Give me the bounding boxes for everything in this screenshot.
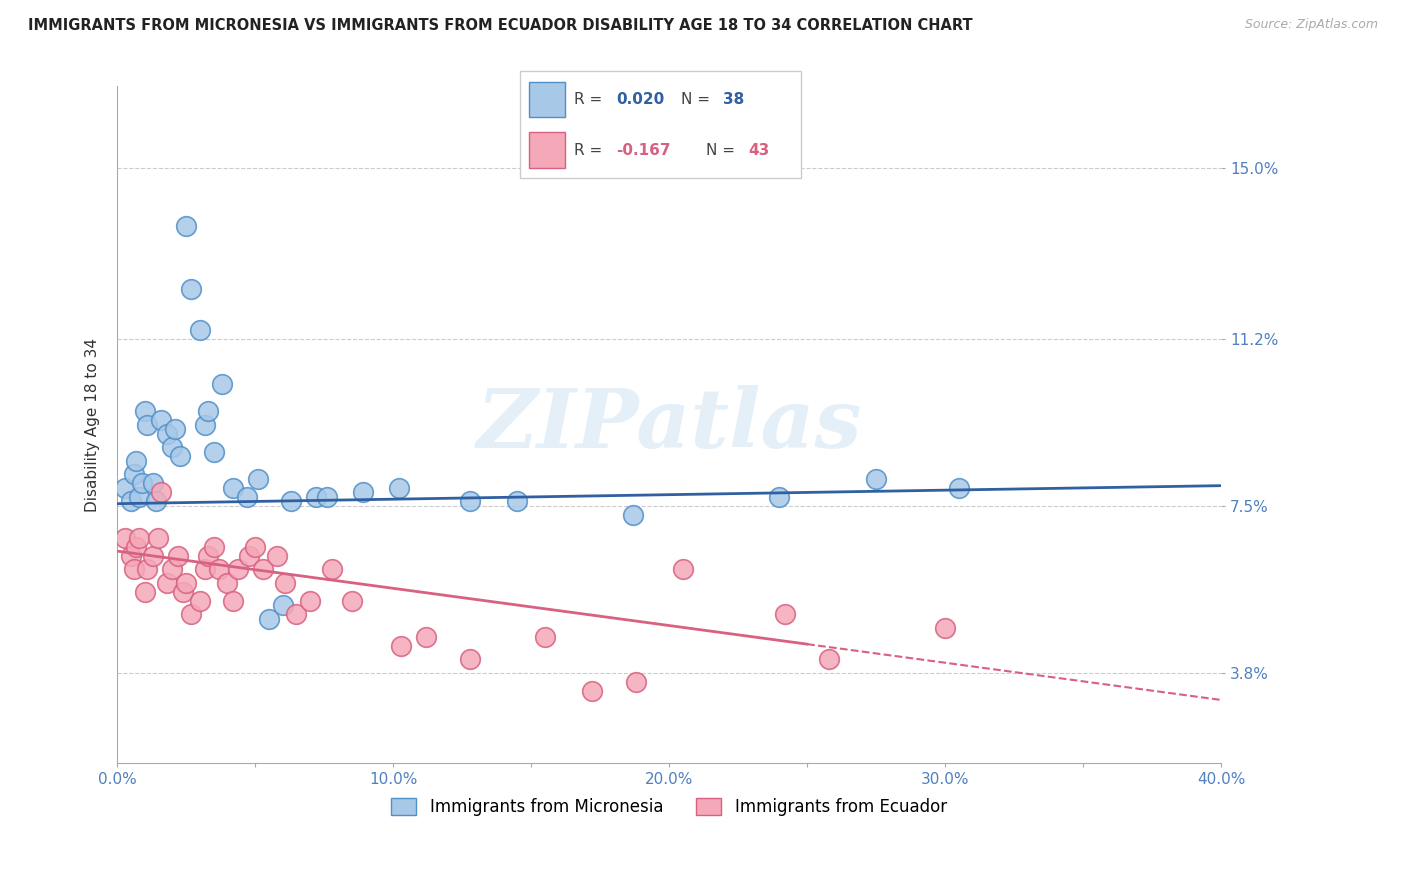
Point — [389, 639, 412, 653]
Point — [197, 549, 219, 563]
Point — [773, 607, 796, 622]
Point — [865, 472, 887, 486]
Point — [174, 575, 197, 590]
Point — [581, 684, 603, 698]
Point — [534, 630, 557, 644]
Point — [120, 549, 142, 563]
Point — [246, 472, 269, 486]
Point — [458, 652, 481, 666]
Point — [285, 607, 308, 622]
Point — [387, 481, 409, 495]
Point — [238, 549, 260, 563]
Point — [257, 612, 280, 626]
Y-axis label: Disability Age 18 to 34: Disability Age 18 to 34 — [86, 338, 100, 512]
Point — [160, 440, 183, 454]
Point — [202, 445, 225, 459]
Text: N =: N = — [681, 92, 714, 107]
Point — [114, 481, 136, 495]
Point — [150, 413, 173, 427]
Point — [252, 562, 274, 576]
Point — [125, 540, 148, 554]
Point — [321, 562, 343, 576]
Point — [156, 426, 179, 441]
Point — [142, 549, 165, 563]
Point — [274, 575, 297, 590]
Point — [235, 490, 257, 504]
Point — [194, 562, 217, 576]
Point — [114, 531, 136, 545]
Point — [934, 621, 956, 635]
Point — [145, 494, 167, 508]
Point — [299, 593, 322, 607]
Point — [122, 467, 145, 482]
Point — [458, 494, 481, 508]
Point — [672, 562, 695, 576]
Legend: Immigrants from Micronesia, Immigrants from Ecuador: Immigrants from Micronesia, Immigrants f… — [385, 791, 953, 822]
Point — [148, 531, 170, 545]
Point — [948, 481, 970, 495]
Point — [194, 417, 217, 432]
Point — [280, 494, 302, 508]
Point — [222, 593, 245, 607]
Point — [228, 562, 250, 576]
Point — [818, 652, 841, 666]
Bar — [529, 82, 565, 118]
Point — [150, 485, 173, 500]
Point — [340, 593, 363, 607]
Point — [128, 531, 150, 545]
Text: R =: R = — [574, 143, 607, 158]
Bar — [529, 132, 565, 168]
Point — [211, 377, 233, 392]
Text: 43: 43 — [748, 143, 769, 158]
Point — [136, 417, 159, 432]
Point — [160, 562, 183, 576]
Point — [352, 485, 374, 500]
Point — [122, 562, 145, 576]
Point — [125, 454, 148, 468]
Point — [142, 476, 165, 491]
Point — [120, 494, 142, 508]
Point — [208, 562, 231, 576]
Point — [163, 422, 186, 436]
Text: N =: N = — [706, 143, 740, 158]
Point — [222, 481, 245, 495]
Text: R =: R = — [574, 92, 607, 107]
Point — [271, 598, 294, 612]
FancyBboxPatch shape — [520, 71, 801, 178]
Point — [128, 490, 150, 504]
Point — [305, 490, 328, 504]
Text: 0.020: 0.020 — [616, 92, 664, 107]
Point — [131, 476, 153, 491]
Point — [174, 219, 197, 234]
Point — [197, 404, 219, 418]
Text: ZIPatlas: ZIPatlas — [477, 384, 862, 465]
Point — [266, 549, 288, 563]
Point — [188, 593, 211, 607]
Point — [172, 584, 194, 599]
Point — [188, 323, 211, 337]
Point — [202, 540, 225, 554]
Point — [315, 490, 337, 504]
Point — [156, 575, 179, 590]
Text: 38: 38 — [723, 92, 744, 107]
Point — [624, 674, 647, 689]
Point — [166, 549, 188, 563]
Text: -0.167: -0.167 — [616, 143, 671, 158]
Point — [415, 630, 437, 644]
Point — [768, 490, 790, 504]
Point — [136, 562, 159, 576]
Point — [243, 540, 266, 554]
Point — [506, 494, 529, 508]
Point — [180, 282, 202, 296]
Point — [169, 450, 191, 464]
Point — [621, 508, 644, 522]
Text: Source: ZipAtlas.com: Source: ZipAtlas.com — [1244, 18, 1378, 31]
Point — [217, 575, 239, 590]
Point — [180, 607, 202, 622]
Text: IMMIGRANTS FROM MICRONESIA VS IMMIGRANTS FROM ECUADOR DISABILITY AGE 18 TO 34 CO: IMMIGRANTS FROM MICRONESIA VS IMMIGRANTS… — [28, 18, 973, 33]
Point — [134, 584, 156, 599]
Point — [134, 404, 156, 418]
